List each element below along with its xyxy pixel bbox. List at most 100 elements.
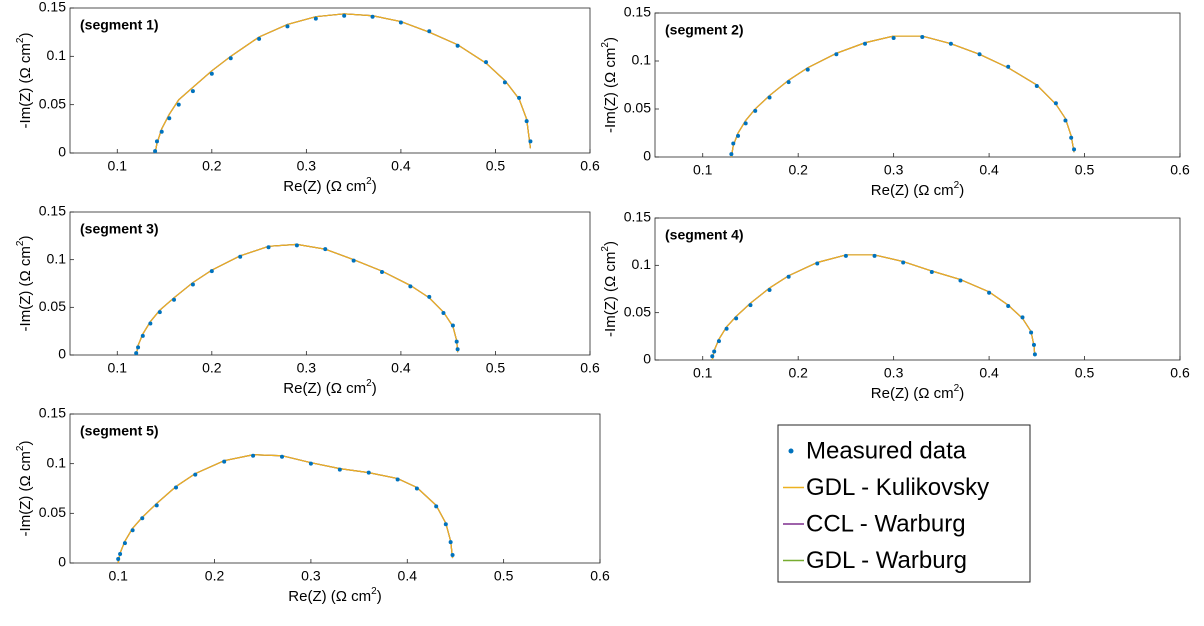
x-tick-label: 0.5	[1075, 162, 1095, 178]
y-axis-label-sup: 2	[15, 240, 26, 246]
x-tick-label: 0.6	[580, 360, 600, 376]
x-tick-label: 0.2	[202, 158, 222, 174]
measured-point	[1020, 315, 1025, 320]
y-axis-label: -Im(Z) (Ω cm2)	[15, 441, 34, 537]
y-axis-label: -Im(Z) (Ω cm2)	[15, 33, 34, 129]
legend-label: GDL - Kulikovsky	[806, 474, 989, 501]
measured-point	[157, 310, 162, 315]
measured-point	[414, 486, 419, 491]
x-tick-label: 0.2	[202, 360, 222, 376]
x-tick-label: 0.1	[108, 360, 128, 376]
y-axis-label-end: )	[17, 236, 34, 241]
x-tick-label: 0.1	[693, 365, 713, 381]
legend-label: CCL - Warburg	[806, 510, 966, 537]
measured-point	[1006, 304, 1011, 309]
measured-point	[484, 60, 488, 65]
x-axis-label-end: )	[959, 182, 964, 199]
measured-point	[280, 454, 284, 459]
measured-point	[1031, 342, 1036, 347]
measured-point	[502, 80, 507, 85]
measured-point	[843, 253, 848, 258]
x-tick-label: 0.3	[297, 158, 317, 174]
measured-point	[366, 470, 371, 475]
measured-point	[448, 540, 453, 545]
y-tick-label: 0.15	[39, 203, 66, 219]
measured-point	[455, 43, 460, 48]
measured-point	[154, 139, 159, 144]
measured-point	[193, 472, 198, 477]
y-tick-label: 0	[58, 554, 66, 570]
y-tick-label: 0	[643, 148, 651, 164]
measured-point	[454, 339, 459, 344]
x-axis-label-text: Re(Z) (Ω cm	[288, 588, 371, 605]
measured-point	[167, 116, 172, 121]
x-tick-label: 0.2	[205, 568, 225, 584]
y-tick-label: 0.1	[47, 250, 67, 266]
measured-point	[257, 36, 262, 41]
x-tick-label: 0.4	[391, 158, 411, 174]
measured-point	[434, 504, 439, 509]
x-tick-label: 0.5	[1075, 365, 1095, 381]
y-tick-label: 0.05	[39, 504, 66, 520]
y-tick-label: 0.15	[39, 405, 66, 421]
measured-point	[1034, 83, 1039, 88]
measured-point	[342, 13, 347, 18]
measured-point	[337, 467, 342, 472]
measured-point	[929, 269, 934, 274]
x-axis-label: Re(Z) (Ω cm2)	[283, 176, 376, 195]
measured-point	[891, 35, 896, 40]
measured-point	[140, 516, 145, 521]
measured-point	[251, 453, 256, 458]
measured-point	[901, 260, 906, 265]
measured-point	[712, 349, 717, 354]
y-axis-label-text: -Im(Z) (Ω cm	[17, 451, 34, 536]
measured-point	[136, 345, 141, 350]
y-axis-label-sup: 2	[600, 246, 611, 252]
x-axis-label-sup: 2	[366, 378, 372, 389]
plot-area	[654, 217, 1181, 361]
y-axis-label-end: )	[602, 37, 619, 42]
segment-label: (segment 1)	[80, 17, 159, 33]
measured-point	[734, 316, 739, 321]
y-axis-label: -Im(Z) (Ω cm2)	[15, 236, 34, 332]
y-axis-label-sup: 2	[15, 445, 26, 451]
measured-point	[238, 254, 243, 259]
measured-point	[1053, 101, 1058, 106]
x-axis-label-end: )	[372, 178, 377, 195]
measured-point	[174, 485, 178, 490]
x-tick-label: 0.4	[979, 365, 999, 381]
legend-box	[777, 424, 1031, 583]
x-tick-label: 0.1	[693, 162, 713, 178]
x-tick-label: 0.2	[788, 365, 808, 381]
x-axis-label: Re(Z) (Ω cm2)	[871, 180, 964, 199]
y-axis-label-sup: 2	[15, 37, 26, 43]
x-axis-label: Re(Z) (Ω cm2)	[288, 586, 381, 605]
measured-point	[294, 243, 299, 248]
measured-point	[190, 282, 195, 287]
measured-point	[872, 253, 877, 258]
measured-point	[729, 152, 734, 157]
legend-marker	[788, 448, 794, 454]
y-axis-label-text: -Im(Z) (Ω cm	[17, 43, 34, 128]
y-tick-label: 0.1	[47, 454, 67, 470]
x-tick-label: 0.4	[398, 568, 418, 584]
measured-point	[977, 52, 982, 57]
x-axis-label: Re(Z) (Ω cm2)	[871, 383, 964, 402]
x-tick-label: 0.3	[884, 365, 904, 381]
measured-point	[323, 247, 328, 252]
measured-point	[455, 347, 460, 352]
measured-point	[517, 95, 522, 100]
y-axis-label: -Im(Z) (Ω cm2)	[600, 37, 619, 133]
x-axis-label-sup: 2	[371, 586, 377, 597]
x-tick-label: 0.3	[884, 162, 904, 178]
measured-point	[153, 149, 158, 154]
measured-point	[140, 333, 145, 338]
y-tick-label: 0.05	[39, 298, 66, 314]
measured-point	[116, 557, 121, 562]
measured-point	[920, 35, 925, 39]
measured-point	[524, 119, 529, 124]
measured-point	[395, 477, 400, 482]
x-tick-label: 0.6	[1170, 365, 1190, 381]
measured-point	[1029, 330, 1034, 335]
